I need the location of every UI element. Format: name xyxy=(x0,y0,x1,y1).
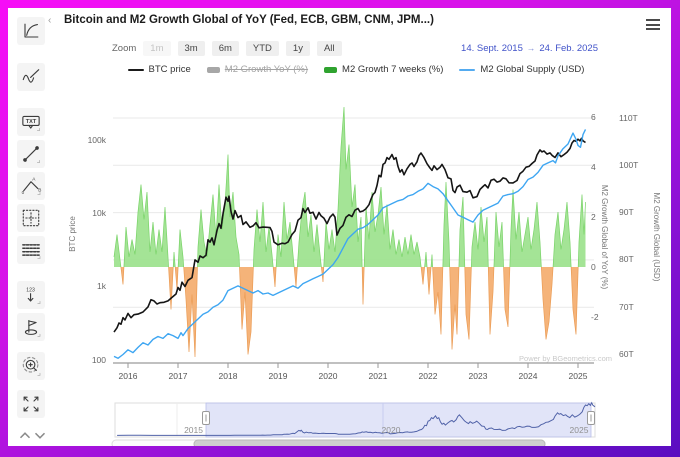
m2-global-supply-line xyxy=(113,129,587,359)
navigator-label: 2015 xyxy=(184,425,203,435)
fullscreen-icon[interactable] xyxy=(17,390,45,418)
right-usd-axis-tick: 60T xyxy=(619,349,634,359)
scroll-down-icon[interactable] xyxy=(34,431,46,442)
range-button-1m[interactable]: 1m xyxy=(143,41,171,56)
legend-marker-2 xyxy=(324,66,338,73)
snap-grid-icon[interactable] xyxy=(17,204,45,232)
page-title: Bitcoin and M2 Growth Global of YoY (Fed… xyxy=(64,14,434,26)
x-axis-label: 2017 xyxy=(168,371,188,381)
menu-icon[interactable] xyxy=(646,19,660,33)
legend-label-3: M2 Global Supply (USD) xyxy=(480,64,585,75)
date-range[interactable]: 14. Sept. 2015 → 24. Feb. 2025 xyxy=(440,43,598,54)
x-axis-label: 2020 xyxy=(318,371,338,381)
right-pct-axis-tick: -2 xyxy=(591,311,599,322)
zoom-selection-icon[interactable] xyxy=(17,352,45,380)
right-usd-axis-tick: 100T xyxy=(619,159,639,170)
right-pct-axis-tick: 0 xyxy=(591,261,596,272)
x-axis-label: 2023 xyxy=(468,371,488,381)
m2-growth-7w-area-positive xyxy=(114,107,586,267)
navigator-series-line xyxy=(117,401,596,436)
trend-line-icon[interactable] xyxy=(17,140,45,168)
range-button-1y[interactable]: 1y xyxy=(285,41,310,56)
legend: BTC price M2 Growth YoY (%) M2 Growth 7 we… xyxy=(115,64,597,75)
right-usd-axis-tick: 90T xyxy=(619,207,634,218)
navigator-label: 2020 xyxy=(381,425,401,435)
range-button-YTD[interactable]: YTD xyxy=(245,41,279,56)
btc-price-line xyxy=(113,137,586,333)
right-pct-axis-tick: 2 xyxy=(591,211,596,222)
legend-item-0[interactable]: BTC price xyxy=(127,64,191,75)
x-axis-label: 2024 xyxy=(518,371,538,381)
svg-text:123: 123 xyxy=(26,288,35,294)
navigator-label: 2025 xyxy=(569,425,589,435)
left-axis-tick: 100k xyxy=(87,134,106,145)
navigator-handle-left[interactable] xyxy=(202,411,210,425)
left-axis-tick: 1k xyxy=(97,281,106,292)
text-annotation-icon[interactable]: TXT xyxy=(17,108,45,136)
collapse-icon[interactable]: ‹ xyxy=(48,15,52,26)
legend-label-2: M2 Growth 7 weeks (%) xyxy=(342,64,444,75)
zoom-label: Zoom xyxy=(112,43,137,54)
chart-logo-icon[interactable] xyxy=(17,17,45,45)
date-to[interactable]: 24. Feb. 2025 xyxy=(539,43,598,54)
svg-text:A: A xyxy=(32,177,36,182)
angle-ab-icon[interactable]: A B 0 xyxy=(17,172,45,200)
right-pct-axis-tick: 4 xyxy=(591,161,596,172)
range-button-6m[interactable]: 6m xyxy=(211,41,239,56)
right-pct-axis-tick: 6 xyxy=(591,111,596,122)
legend-label-1: M2 Growth YoY (%) xyxy=(224,64,309,75)
app-content: TXT A B 0 123 xyxy=(8,8,671,446)
legend-item-2[interactable]: M2 Growth 7 weeks (%) xyxy=(324,64,443,75)
numeric-marker-icon[interactable]: 123 xyxy=(17,281,45,309)
legend-marker-1 xyxy=(206,66,220,73)
svg-text:0: 0 xyxy=(22,190,25,195)
range-button-3m[interactable]: 3m xyxy=(177,41,205,56)
m2-growth-7w-area-negative xyxy=(114,267,586,357)
x-axis-label: 2022 xyxy=(418,371,438,381)
main-chart[interactable] xyxy=(8,8,671,446)
freehand-draw-icon[interactable] xyxy=(17,63,45,91)
watermark: Power by BGeometrics.com xyxy=(519,354,612,363)
x-axis-label: 2025 xyxy=(568,371,588,381)
legend-marker-3 xyxy=(459,68,476,71)
right-usd-axis-tick: 110T xyxy=(619,112,638,123)
range-button-All[interactable]: All xyxy=(316,41,342,56)
scroll-up-icon[interactable] xyxy=(19,431,31,442)
right-usd-axis-tick: 80T xyxy=(619,254,634,265)
right-pct-axis-title: M2 Growth Global of YoY (%) xyxy=(600,184,609,290)
scrollbar-thumb[interactable] xyxy=(193,439,546,446)
table-grid-icon[interactable] xyxy=(17,236,45,264)
left-axis-tick: 10k xyxy=(92,207,106,218)
right-usd-axis-tick: 70T xyxy=(619,301,634,312)
right-usd-axis-title: M2 Growth Global (USD) xyxy=(652,192,661,282)
legend-item-1[interactable]: M2 Growth YoY (%) xyxy=(206,64,309,75)
left-axis-tick: 100 xyxy=(91,354,106,365)
svg-text:B: B xyxy=(38,188,41,193)
zoom-toolbar: Zoom 1m 3m 6m YTD 1y All xyxy=(112,41,342,56)
x-axis-label: 2019 xyxy=(268,371,288,381)
legend-item-3[interactable]: M2 Global Supply (USD) xyxy=(459,64,584,75)
x-axis-label: 2018 xyxy=(218,371,238,381)
navigator-handle-right[interactable] xyxy=(587,411,595,425)
x-axis-label: 2021 xyxy=(368,371,388,381)
legend-label-0: BTC price xyxy=(148,64,191,75)
svg-text:TXT: TXT xyxy=(26,119,37,125)
date-arrow-icon: → xyxy=(526,43,536,53)
date-from[interactable]: 14. Sept. 2015 xyxy=(461,43,523,54)
flag-marker-icon[interactable] xyxy=(17,313,45,341)
x-axis-label: 2016 xyxy=(118,371,138,381)
legend-marker-0 xyxy=(127,68,144,71)
